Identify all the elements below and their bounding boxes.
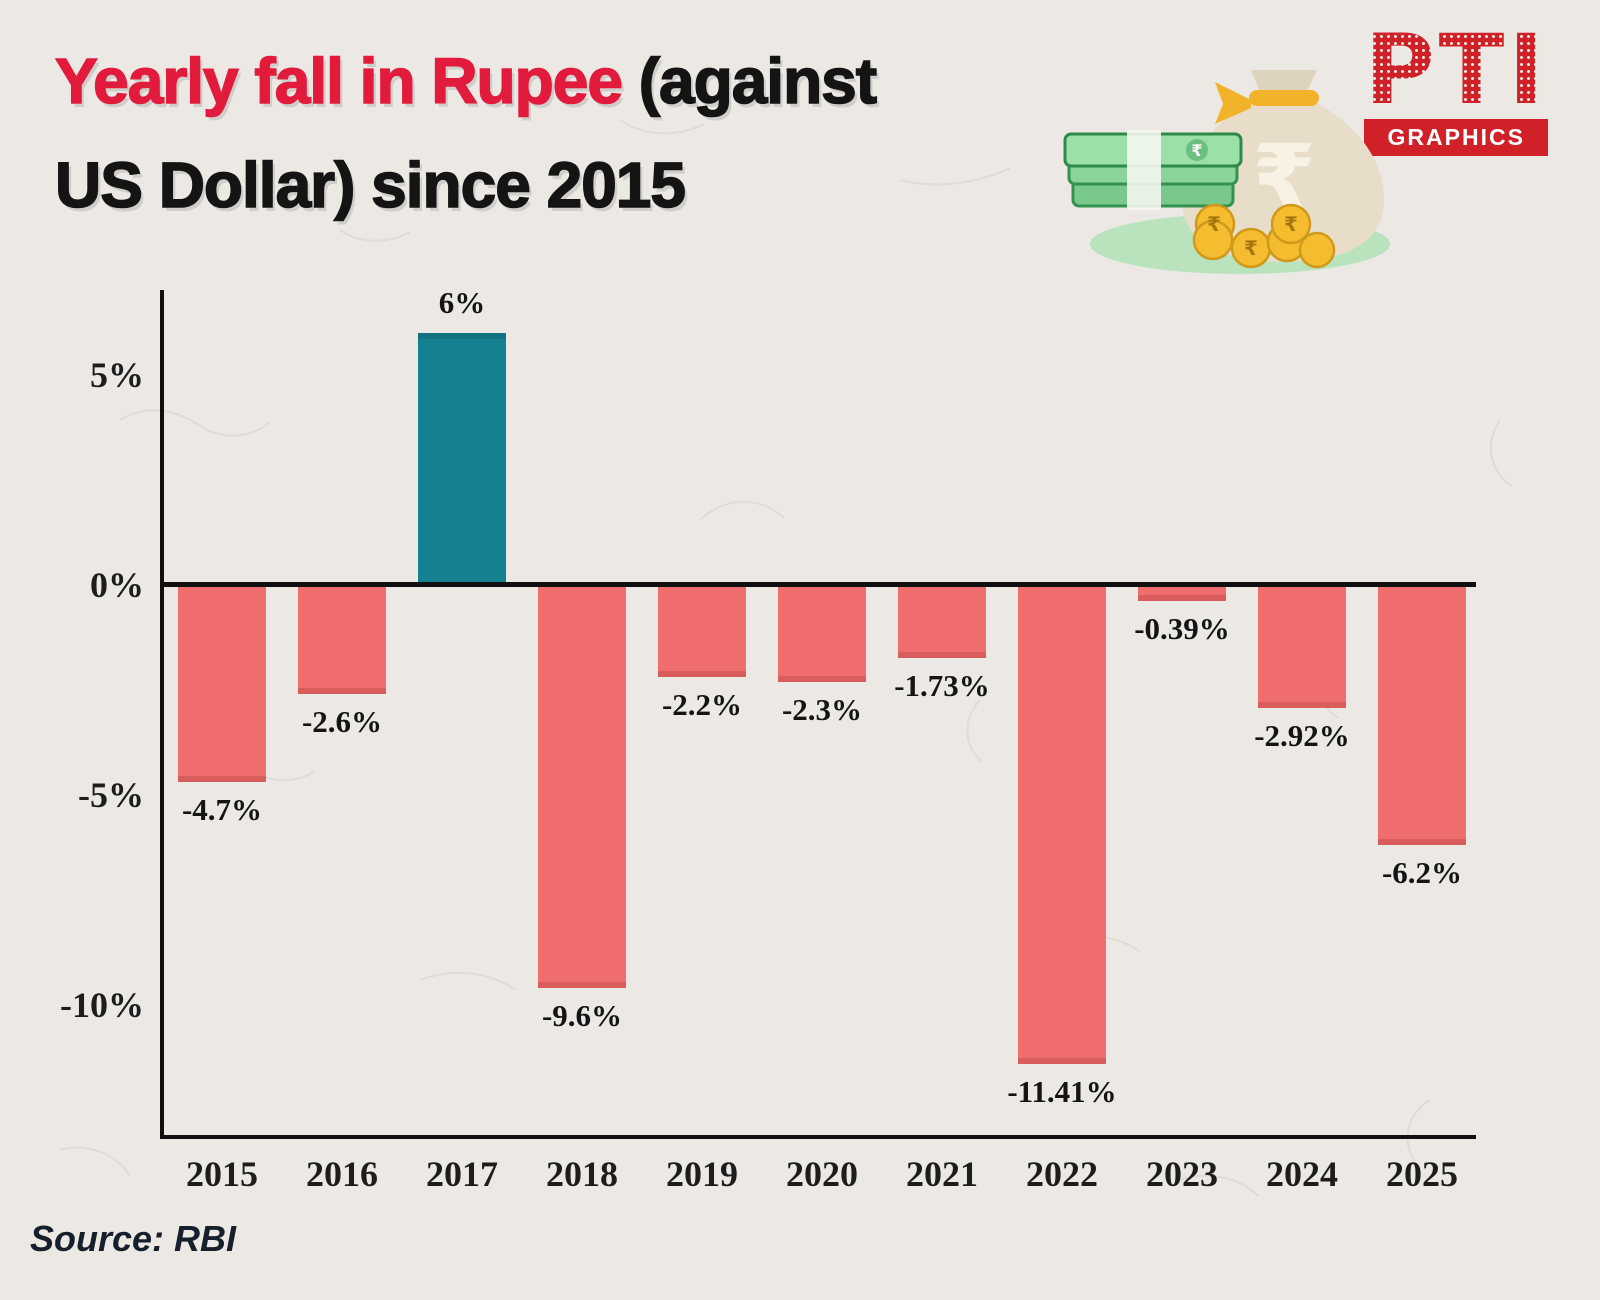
bar-value-label: -9.6%: [541, 998, 623, 1034]
pti-logo-text: PTI: [1364, 14, 1548, 126]
coins-icon: ₹ ₹ ₹: [1192, 203, 1336, 269]
x-axis-label: 2021: [906, 1154, 978, 1194]
svg-text:₹: ₹: [1284, 212, 1298, 236]
y-axis-tick-label: -5%: [78, 775, 144, 815]
zero-axis-line: [160, 582, 1476, 587]
bar-chart-plot: 5% 0% -5% -10% -4.7% 2015 -2.6% 2016 6% 2017 -9.6%…: [60, 285, 1476, 1194]
cash-stack-icon: ₹: [1063, 130, 1243, 210]
x-axis-label: 2025: [1386, 1154, 1458, 1194]
chart-title-line2: US Dollar) since 2015: [54, 148, 687, 222]
bar-2023: [1138, 585, 1226, 602]
chart-title: Yearly fall in Rupee (against US Dollar)…: [54, 30, 1075, 237]
pti-logo: PTI GRAPHICS: [1364, 14, 1548, 157]
bar-value-label: 6%: [438, 285, 486, 320]
x-axis-label: 2023: [1146, 1154, 1218, 1194]
x-axis-label: 2020: [786, 1154, 858, 1194]
bar-2021: [898, 585, 986, 658]
svg-text:₹: ₹: [1207, 212, 1221, 236]
bar-value-label: -1.73%: [894, 667, 990, 703]
svg-text:₹: ₹: [1191, 141, 1202, 160]
bar-value-label: -0.39%: [1134, 611, 1230, 647]
chart-title-black-part: (against: [621, 44, 878, 118]
bar-2016: [298, 585, 386, 695]
bar-2025: [1378, 585, 1466, 846]
x-axis-label: 2019: [666, 1154, 738, 1194]
bar-2018: [538, 585, 626, 989]
bar-2022: [1018, 585, 1106, 1065]
bar-value-label: -6.2%: [1381, 855, 1463, 891]
bar-value-label: -2.92%: [1254, 717, 1350, 753]
bar-value-label: -4.7%: [181, 792, 263, 828]
bar-value-label: -2.2%: [661, 687, 743, 723]
chart-title-red-part: Yearly fall in Rupee: [54, 44, 624, 118]
x-axis-label: 2018: [546, 1154, 618, 1194]
svg-text:₹: ₹: [1244, 236, 1258, 260]
y-axis-tick-label: 5%: [90, 355, 144, 395]
bar-value-label: -2.6%: [301, 704, 383, 740]
bar-2024: [1258, 585, 1346, 708]
x-axis-label: 2016: [306, 1154, 378, 1194]
x-axis-label: 2022: [1026, 1154, 1098, 1194]
source-label: Source: RBI: [30, 1218, 237, 1259]
x-axis-label: 2017: [426, 1154, 498, 1194]
bar-value-label: -11.41%: [1007, 1074, 1117, 1110]
bar-value-label: -2.3%: [781, 691, 863, 727]
pti-logo-tagline: GRAPHICS: [1364, 119, 1548, 157]
bar-2017: [418, 333, 506, 585]
bar-2020: [778, 585, 866, 682]
x-axis-label: 2015: [186, 1154, 258, 1194]
y-axis-tick-label: 0%: [90, 565, 144, 605]
bar-2015: [178, 585, 266, 783]
x-axis-label: 2024: [1266, 1154, 1338, 1194]
y-axis-tick-label: -10%: [60, 985, 144, 1025]
money-illustration: ₹ ₹ ₹: [1055, 12, 1395, 287]
bar-2019: [658, 585, 746, 678]
